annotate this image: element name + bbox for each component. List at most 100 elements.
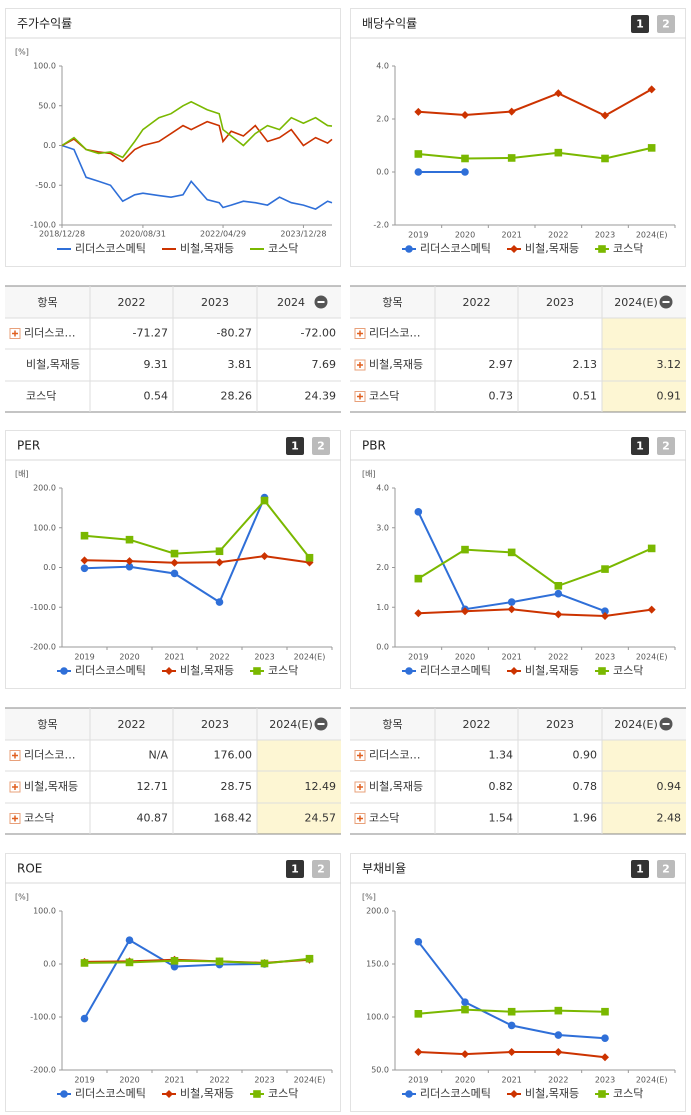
data-point: [554, 610, 563, 619]
x-tick-label: 2021: [164, 653, 184, 662]
table-cell: 2.97: [489, 358, 514, 371]
unit-label: [%]: [15, 48, 29, 57]
x-tick-label: 2019: [408, 653, 428, 662]
x-tick-label: 2020: [119, 1076, 139, 1085]
table-cell: 12.49: [305, 780, 337, 793]
page-button[interactable]: [312, 860, 330, 878]
table-header: 항목: [37, 718, 57, 731]
table-cell: -71.27: [133, 327, 168, 340]
expand-icon-plus[interactable]: [12, 784, 18, 790]
data-point: [215, 558, 224, 567]
data-point: [125, 958, 134, 967]
row-label: 비철,목재등: [369, 780, 423, 793]
table-header: 2023: [201, 718, 229, 731]
x-tick-label: 2019: [74, 1076, 94, 1085]
x-tick-label: 2022: [548, 653, 568, 662]
expand-icon-plus[interactable]: [357, 330, 363, 337]
x-tick-label: 2022: [209, 1076, 229, 1085]
data-point: [461, 111, 469, 120]
table-cell: 1.96: [573, 812, 598, 825]
data-point: [507, 605, 516, 614]
legend-marker: [598, 667, 606, 675]
data-point: [554, 89, 563, 98]
x-tick-label: 2024(E): [636, 1076, 668, 1085]
y-tick-label: -200.0: [30, 1066, 56, 1075]
data-point: [125, 557, 134, 566]
page-button-label[interactable]: 1: [636, 440, 644, 453]
expand-icon-plus[interactable]: [12, 752, 18, 759]
expand-icon-plus[interactable]: [357, 362, 363, 368]
legend-marker: [510, 667, 518, 675]
expand-icon-plus[interactable]: [12, 330, 18, 337]
data-point: [125, 936, 134, 944]
page-button-label[interactable]: 2: [317, 863, 325, 876]
row-label: 리더스코…: [369, 327, 420, 340]
table-cell: 7.69: [312, 358, 337, 371]
page-button-label[interactable]: 1: [636, 863, 644, 876]
x-tick-label: 2021: [164, 1076, 184, 1085]
page-button-label[interactable]: 2: [662, 18, 670, 31]
data-point: [507, 154, 516, 162]
legend-label: 리더스코스메틱: [420, 242, 491, 255]
table-cell: 9.31: [144, 358, 169, 371]
page-button-label[interactable]: 2: [662, 863, 670, 876]
legend-label: 비철,목재등: [180, 242, 234, 255]
chart-title: 부채비율: [362, 862, 406, 876]
table-header: 2024(E): [269, 718, 313, 731]
series-line: [418, 146, 652, 160]
row-label: 코스닥: [369, 812, 399, 825]
y-tick-label: 200.0: [33, 484, 56, 493]
row-label: 리더스코…: [24, 327, 75, 340]
data-point: [601, 1034, 609, 1042]
table-header: 항목: [382, 718, 402, 731]
expand-icon-plus[interactable]: [357, 815, 363, 822]
page-button[interactable]: [631, 437, 649, 455]
data-point: [414, 508, 423, 516]
series-line: [61, 120, 333, 163]
page-button[interactable]: [286, 860, 304, 878]
page-button[interactable]: [312, 437, 330, 455]
x-tick-label: 2021: [501, 1076, 521, 1085]
highlight-column: [602, 740, 686, 834]
expand-icon-plus[interactable]: [357, 752, 363, 759]
y-tick-label: 50.0: [38, 101, 56, 110]
page-button-label[interactable]: 2: [662, 440, 670, 453]
chart-title: 배당수익률: [362, 17, 417, 31]
page-button-label[interactable]: 1: [291, 863, 299, 876]
series-line: [61, 144, 333, 210]
data-point: [80, 564, 89, 573]
page-button-label[interactable]: 1: [291, 440, 299, 453]
data-point: [647, 605, 656, 614]
expand-icon-plus[interactable]: [12, 815, 18, 822]
page-button-label[interactable]: 2: [317, 440, 325, 453]
row-label: 코스닥: [24, 812, 54, 825]
legend-marker: [510, 1090, 518, 1098]
page-button-label[interactable]: 1: [636, 18, 644, 31]
table-header: 2024(E): [614, 718, 658, 731]
page-button[interactable]: [286, 437, 304, 455]
page-button[interactable]: [657, 860, 675, 878]
series-line: [418, 88, 653, 117]
series-line: [84, 555, 310, 564]
data-point: [601, 111, 609, 120]
y-tick-label: 0.0: [43, 960, 56, 969]
page-button[interactable]: [657, 15, 675, 33]
x-tick-label: 2023/12/28: [280, 230, 326, 239]
table-cell: 2.48: [657, 812, 682, 825]
page-button[interactable]: [631, 15, 649, 33]
y-tick-label: 4.0: [376, 484, 389, 493]
x-tick-label: 2022/04/29: [200, 230, 246, 239]
data-point: [80, 556, 89, 565]
x-tick-label: 2022: [548, 231, 568, 240]
page-button[interactable]: [657, 437, 675, 455]
data-point: [601, 565, 609, 573]
x-tick-label: 2019: [408, 231, 428, 240]
expand-icon-plus[interactable]: [357, 784, 363, 790]
page-button[interactable]: [631, 860, 649, 878]
table-header: 2024(E): [614, 296, 658, 309]
data-point: [507, 598, 516, 606]
x-tick-label: 2020/08/31: [120, 230, 166, 239]
legend-label: 코스닥: [268, 242, 298, 255]
expand-icon-plus[interactable]: [357, 393, 363, 400]
